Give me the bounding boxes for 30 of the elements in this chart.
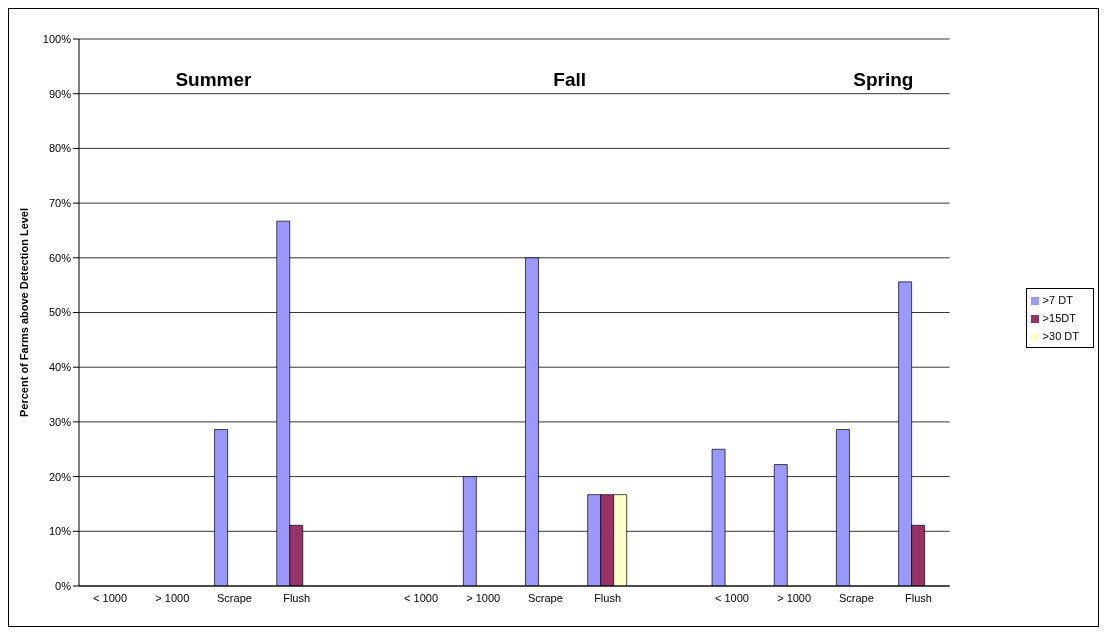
x-tick-label: Scrape	[217, 591, 252, 604]
x-tick-label: < 1000	[404, 591, 438, 604]
annotation: Fall	[552, 69, 587, 91]
legend-label: >30 DT	[1042, 329, 1079, 342]
x-tick-label: Scrape	[527, 591, 563, 604]
x-tick-label: Flush	[905, 591, 932, 604]
x-tick-label: Flush	[594, 591, 622, 604]
y-tick-label: 90%	[48, 87, 72, 100]
y-tick-label: 30%	[48, 415, 72, 428]
legend-label: >15DT	[1042, 311, 1076, 324]
y-tick-label: 20%	[48, 470, 72, 483]
y-tick-label: 10%	[48, 525, 72, 538]
y-tick-label: 50%	[48, 306, 72, 319]
x-tick-label: < 1000	[93, 591, 128, 604]
y-tick-label: 0%	[55, 579, 72, 592]
y-tick-label: 100%	[42, 32, 72, 45]
y-tick-label: 60%	[48, 251, 72, 264]
legend-label: >7 DT	[1042, 293, 1073, 306]
y-tick-label: 80%	[48, 142, 72, 155]
annotation: Spring	[852, 69, 915, 91]
annotation: Summer	[174, 69, 253, 91]
x-tick-label: Flush	[283, 591, 311, 604]
y-tick-label: 40%	[48, 361, 72, 374]
x-tick-label: > 1000	[777, 591, 812, 604]
y-axis-title: Percent of Farms above Detection Level	[17, 207, 30, 418]
y-tick-label: 70%	[48, 197, 72, 210]
x-tick-label: > 1000	[466, 591, 501, 604]
x-tick-label: > 1000	[155, 591, 190, 604]
x-tick-label: < 1000	[714, 591, 749, 604]
x-tick-label: Scrape	[838, 591, 874, 604]
